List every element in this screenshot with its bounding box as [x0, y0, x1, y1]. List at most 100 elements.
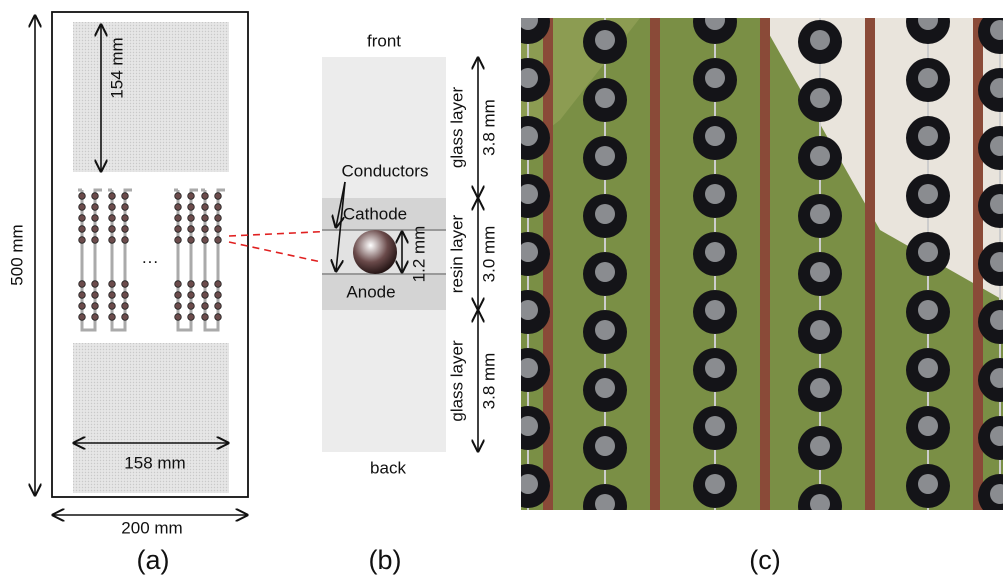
electrode-label: Anode — [346, 282, 395, 301]
cell — [215, 226, 222, 233]
dimension-label: 154 mm — [107, 37, 126, 98]
cell — [188, 314, 195, 321]
glass-area — [73, 22, 229, 172]
cell — [122, 303, 129, 310]
cell-contact — [918, 416, 938, 436]
cell — [122, 204, 129, 211]
cell — [92, 215, 99, 222]
cell — [109, 226, 116, 233]
cell — [122, 226, 129, 233]
cell — [202, 281, 209, 288]
cell-contact — [595, 30, 615, 50]
cell-contact — [918, 242, 938, 262]
cell — [215, 303, 222, 310]
layer-thickness: 3.8 mm — [479, 353, 498, 410]
cell-contact — [705, 126, 725, 146]
cell — [79, 281, 86, 288]
cell-contact — [810, 494, 830, 514]
cell-contact — [518, 68, 538, 88]
cell-contact — [595, 146, 615, 166]
cell — [202, 237, 209, 244]
cell-contact — [518, 300, 538, 320]
cell — [92, 314, 99, 321]
cell — [175, 281, 182, 288]
dimension-label: 158 mm — [124, 453, 185, 472]
cell — [188, 303, 195, 310]
cell-contact — [810, 378, 830, 398]
panel-b: front back Conductors Cathode Anode 1.2 … — [322, 31, 498, 575]
cell-contact — [705, 242, 725, 262]
cell — [215, 193, 222, 200]
cell — [188, 237, 195, 244]
dimension-label: 500 mm — [7, 224, 26, 285]
cell — [202, 226, 209, 233]
cell-contact — [810, 146, 830, 166]
cell-contact — [518, 184, 538, 204]
photo — [506, 0, 1003, 528]
cell-contact — [705, 416, 725, 436]
cell-contact — [810, 30, 830, 50]
cell-contact — [518, 474, 538, 494]
cell-contact — [518, 126, 538, 146]
cell — [109, 281, 116, 288]
cell — [175, 204, 182, 211]
solar-cell — [353, 230, 397, 274]
cell — [215, 215, 222, 222]
cell — [215, 281, 222, 288]
layer-name: glass layer — [447, 87, 466, 169]
cell-contact — [595, 436, 615, 456]
cell — [122, 215, 129, 222]
cell — [175, 215, 182, 222]
cell — [188, 281, 195, 288]
cell — [188, 215, 195, 222]
panel-a: ··· 500 mm 154 mm 158 mm 200 mm (a) — [7, 12, 248, 575]
cell-contact — [595, 262, 615, 282]
cell — [79, 226, 86, 233]
layer-thickness: 3.0 mm — [479, 226, 498, 283]
figure: ··· 500 mm 154 mm 158 mm 200 mm (a) fron… — [0, 0, 1003, 581]
cell — [109, 292, 116, 299]
cell — [92, 281, 99, 288]
cell — [122, 292, 129, 299]
cell — [175, 193, 182, 200]
cell — [175, 226, 182, 233]
side-label: back — [370, 458, 406, 477]
cell — [79, 237, 86, 244]
cell-contact — [918, 474, 938, 494]
cell — [92, 237, 99, 244]
cell-contact — [595, 320, 615, 340]
cell — [175, 292, 182, 299]
cell-contact — [918, 68, 938, 88]
cell — [175, 303, 182, 310]
cell — [215, 314, 222, 321]
cell — [215, 204, 222, 211]
cell — [109, 215, 116, 222]
panel-label: (c) — [749, 545, 780, 575]
cell-contact — [705, 358, 725, 378]
cell — [92, 204, 99, 211]
cell-contact — [918, 358, 938, 378]
cell — [202, 314, 209, 321]
cell-contact — [595, 204, 615, 224]
cell — [109, 193, 116, 200]
cell-contact — [518, 10, 538, 30]
cell-contact — [810, 320, 830, 340]
cell-contact — [810, 436, 830, 456]
cell — [202, 215, 209, 222]
side-label: front — [367, 31, 401, 50]
cell-contact — [705, 68, 725, 88]
panel-label: (b) — [369, 545, 402, 575]
cell — [122, 193, 129, 200]
cell — [122, 314, 129, 321]
cell-contact — [518, 358, 538, 378]
cell — [109, 204, 116, 211]
cell — [215, 292, 222, 299]
conductors-label: Conductors — [342, 161, 429, 180]
cell — [109, 303, 116, 310]
cell — [79, 215, 86, 222]
cell-contact — [810, 204, 830, 224]
dimension-label: 200 mm — [121, 518, 182, 537]
dimension-label: 1.2 mm — [409, 226, 428, 283]
electrode-label: Cathode — [343, 204, 407, 223]
cell-contact — [705, 184, 725, 204]
